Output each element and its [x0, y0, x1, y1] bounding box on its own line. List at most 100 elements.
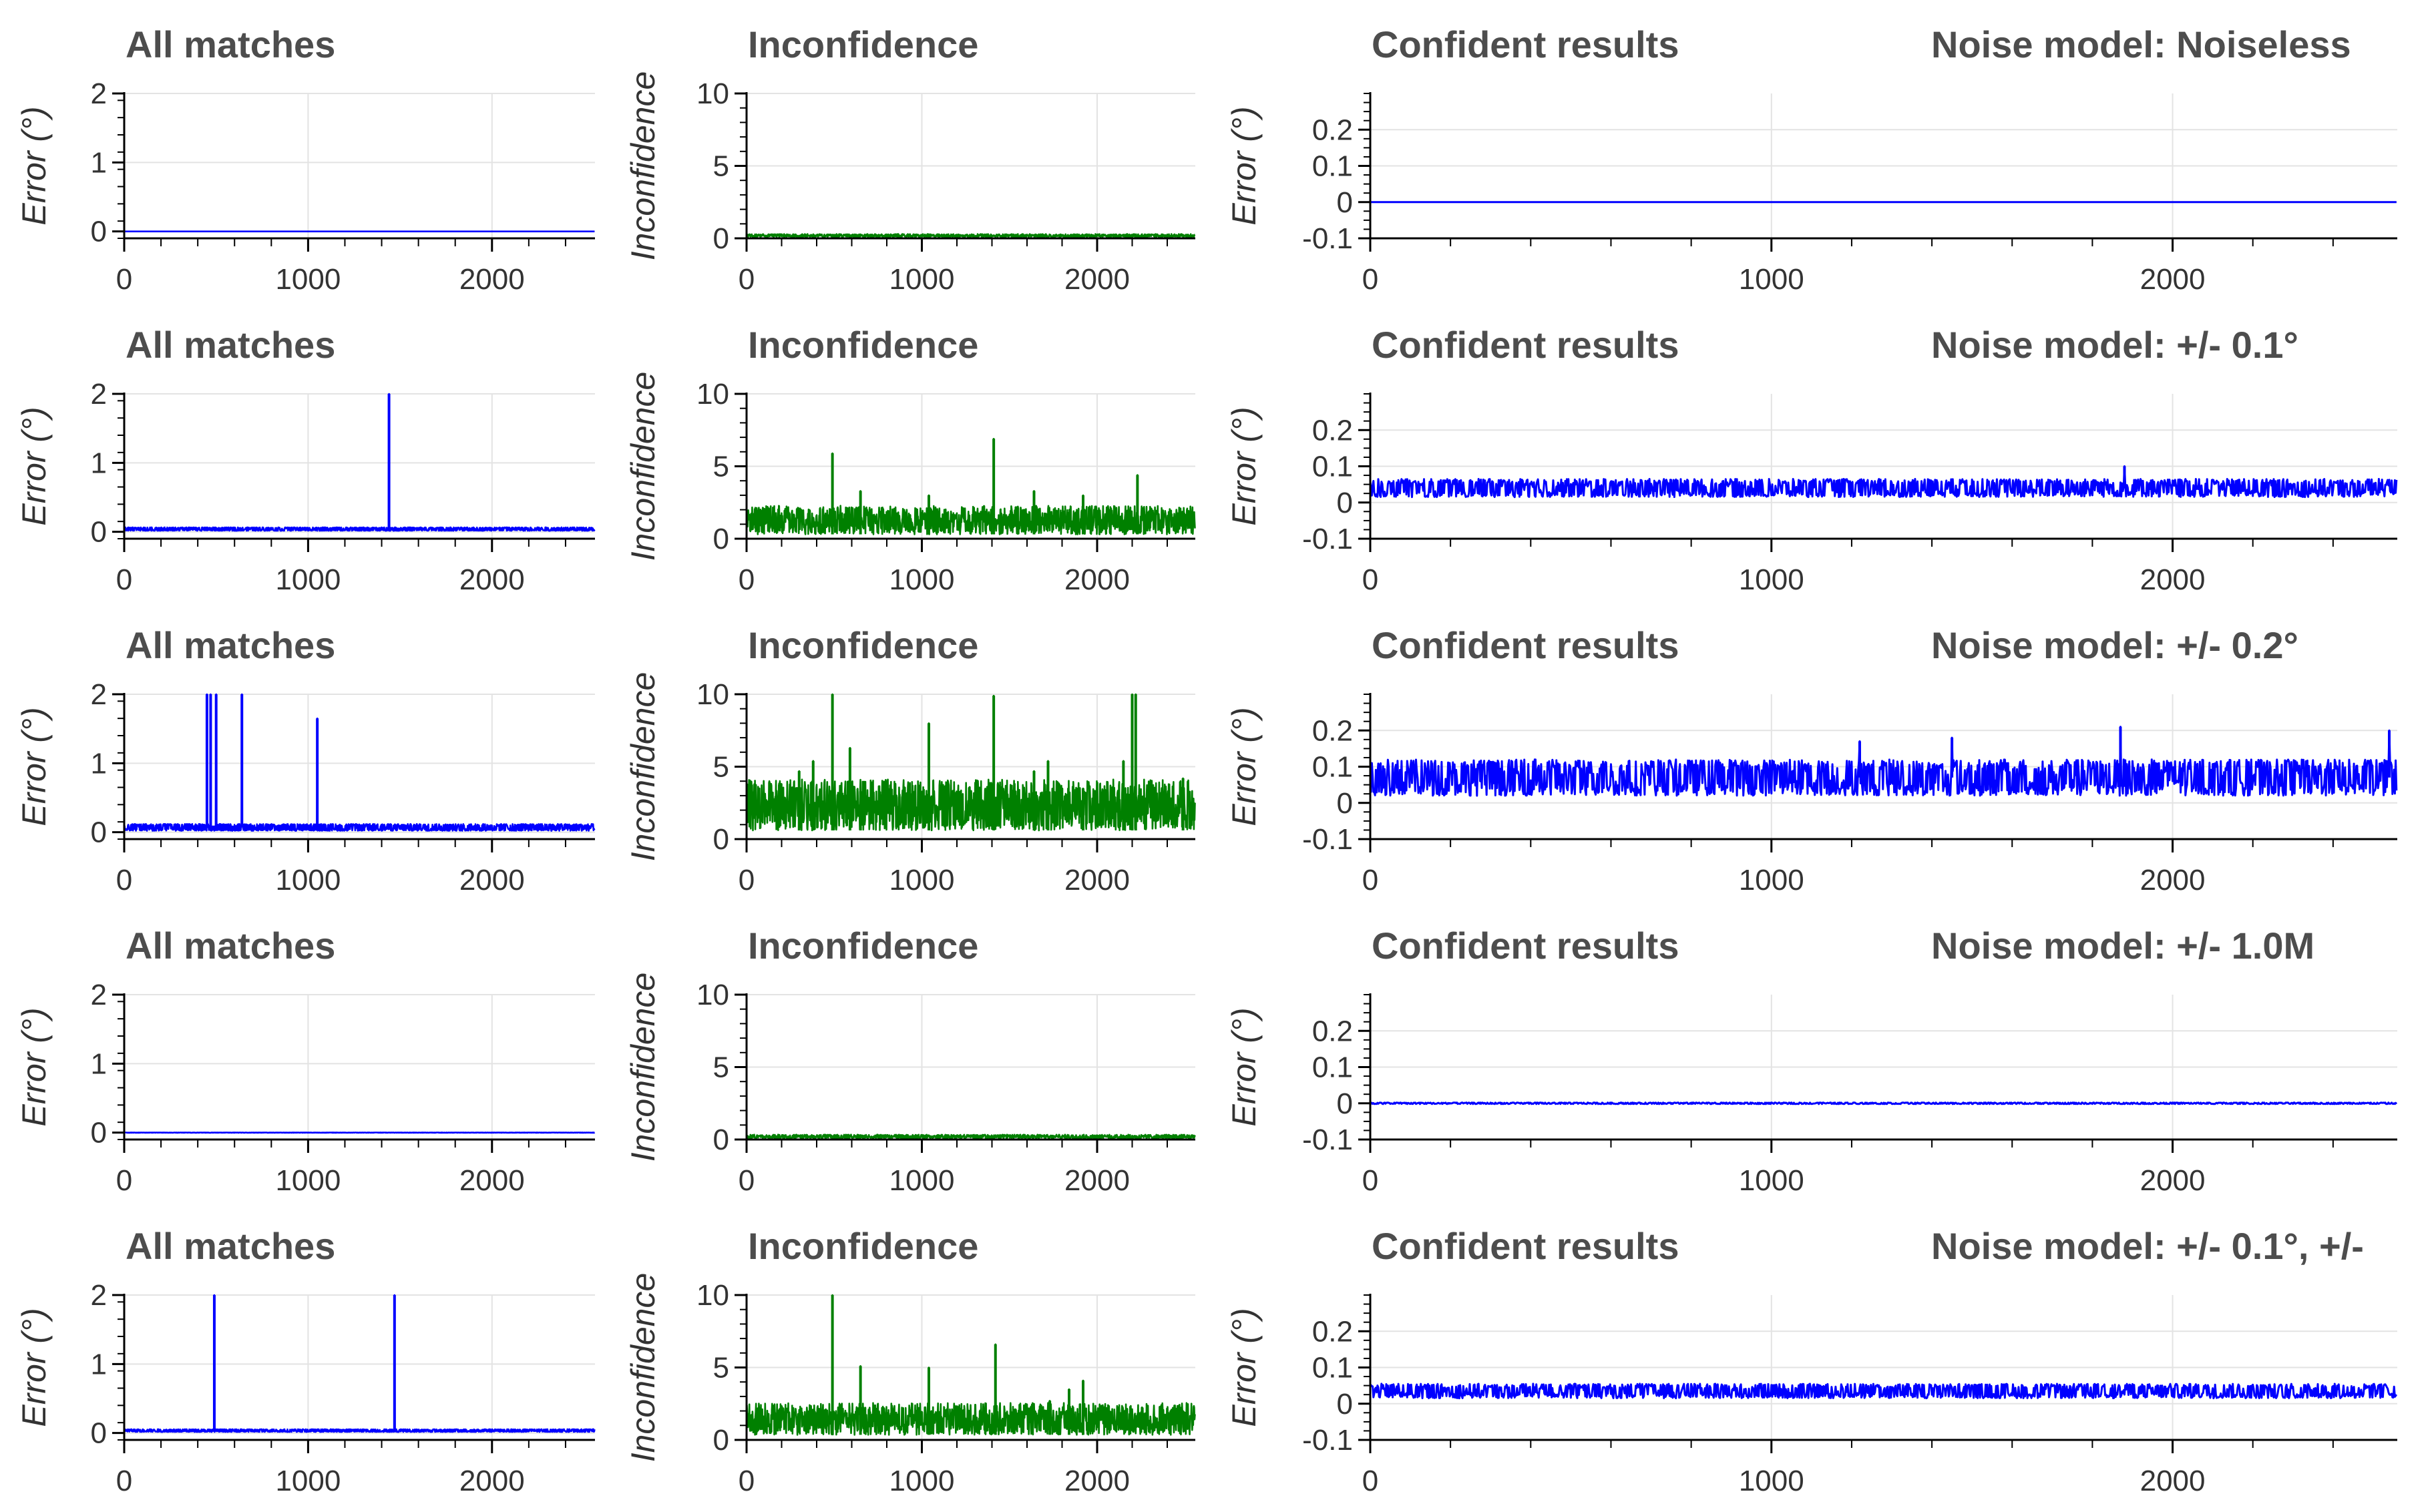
noise-model-label-row4: Noise model: +/- 1.0M [1931, 925, 2314, 967]
y-tick-label-conf-r1-0: -0.1 [1302, 222, 1353, 255]
x-tick-label-conf-r5-1: 1000 [1739, 1465, 1804, 1497]
x-tick-label-inc-r4-0: 0 [739, 1164, 755, 1197]
y-axis-label-all-row5: Error (°) [15, 1308, 53, 1427]
y-tick-label-conf-r2-1: 0 [1337, 487, 1353, 519]
panel-title-all-row1: All matches [126, 23, 335, 65]
x-tick-label-all-r2-0: 0 [116, 563, 132, 596]
panel-title-all-row3: All matches [126, 624, 335, 666]
y-axis-label-all-row4: Error (°) [15, 1007, 53, 1126]
series-all-row3 [123, 693, 596, 832]
x-tick-label-all-r3-2: 2000 [459, 864, 525, 897]
x-tick-label-conf-r3-1: 1000 [1739, 864, 1804, 897]
y-tick-label-all-r4-2: 2 [91, 979, 107, 1011]
y-tick-label-inc-r3-1: 5 [713, 751, 729, 784]
panel-title-conf-row5: Confident results [1372, 1225, 1679, 1267]
y-tick-label-inc-r5-0: 0 [713, 1424, 729, 1457]
x-tick-label-conf-r4-1: 1000 [1739, 1164, 1804, 1197]
y-tick-label-conf-r4-1: 0 [1337, 1087, 1353, 1120]
y-tick-label-inc-r5-2: 10 [696, 1279, 729, 1312]
y-tick-label-conf-r4-2: 0.1 [1312, 1051, 1353, 1084]
y-tick-label-conf-r4-0: -0.1 [1302, 1123, 1353, 1156]
noise-model-label-row3: Noise model: +/- 0.2° [1931, 624, 2298, 666]
y-axis-label-conf-row1: Error (°) [1225, 106, 1263, 225]
x-tick-label-inc-r1-1: 1000 [889, 263, 955, 296]
x-tick-label-conf-r3-0: 0 [1362, 864, 1378, 897]
y-tick-label-all-r5-0: 0 [91, 1417, 107, 1450]
series-inc-row1 [745, 233, 1196, 238]
x-tick-label-conf-r5-0: 0 [1362, 1465, 1378, 1497]
series-inc-row5 [745, 1294, 1196, 1436]
x-tick-label-all-r1-0: 0 [116, 263, 132, 296]
x-tick-label-inc-r5-0: 0 [739, 1465, 755, 1497]
y-tick-label-all-r1-0: 0 [91, 216, 107, 248]
x-tick-label-conf-r1-0: 0 [1362, 263, 1378, 296]
series-conf-row2 [1369, 465, 2398, 499]
panel-title-conf-row2: Confident results [1372, 324, 1679, 366]
panel-title-inc-row2: Inconfidence [748, 324, 978, 366]
x-tick-label-all-r3-1: 1000 [275, 864, 341, 897]
x-tick-label-conf-r5-2: 2000 [2140, 1465, 2206, 1497]
y-axis-label-conf-row5: Error (°) [1225, 1308, 1263, 1427]
x-tick-label-inc-r2-2: 2000 [1064, 563, 1130, 596]
panel-title-inc-row1: Inconfidence [748, 23, 978, 65]
y-tick-label-conf-r5-2: 0.1 [1312, 1352, 1353, 1384]
panel-title-all-row5: All matches [126, 1225, 335, 1267]
y-axis-label-all-row1: Error (°) [15, 106, 53, 225]
series-all-row2 [123, 393, 596, 532]
y-axis-label-conf-row4: Error (°) [1225, 1007, 1263, 1126]
y-tick-label-conf-r3-0: -0.1 [1302, 823, 1353, 856]
y-axis-label-inc-row3: Inconfidence [624, 672, 662, 862]
y-axis-label-all-row3: Error (°) [15, 707, 53, 826]
x-tick-label-all-r4-2: 2000 [459, 1164, 525, 1197]
y-tick-label-inc-r2-2: 10 [696, 378, 729, 411]
y-tick-label-all-r4-1: 1 [91, 1047, 107, 1080]
y-tick-label-inc-r3-2: 10 [696, 678, 729, 711]
y-tick-label-conf-r3-2: 0.1 [1312, 751, 1353, 784]
x-tick-label-all-r4-0: 0 [116, 1164, 132, 1197]
y-tick-label-all-r5-1: 1 [91, 1348, 107, 1380]
y-tick-label-all-r1-1: 1 [91, 146, 107, 179]
y-axis-label-all-row2: Error (°) [15, 407, 53, 525]
x-tick-label-all-r5-2: 2000 [459, 1465, 525, 1497]
y-tick-label-conf-r3-3: 0.2 [1312, 714, 1353, 747]
y-tick-label-conf-r5-0: -0.1 [1302, 1424, 1353, 1457]
x-tick-label-conf-r4-2: 2000 [2140, 1164, 2206, 1197]
series-inc-row4 [746, 1133, 1196, 1140]
y-tick-label-inc-r1-2: 10 [696, 77, 729, 110]
x-tick-label-inc-r4-1: 1000 [889, 1164, 955, 1197]
x-tick-label-all-r2-1: 1000 [275, 563, 341, 596]
y-tick-label-inc-r4-0: 0 [713, 1123, 729, 1156]
y-axis-label-inc-row1: Inconfidence [624, 71, 662, 261]
y-tick-label-inc-r1-0: 0 [713, 222, 729, 255]
panel-title-conf-row4: Confident results [1372, 925, 1679, 967]
x-tick-label-inc-r3-0: 0 [739, 864, 755, 897]
panel-title-all-row2: All matches [126, 324, 335, 366]
y-tick-label-conf-r2-0: -0.1 [1302, 523, 1353, 555]
y-axis-label-inc-row2: Inconfidence [624, 372, 662, 561]
y-tick-label-inc-r3-0: 0 [713, 823, 729, 856]
y-tick-label-all-r2-0: 0 [91, 516, 107, 549]
series-inc-row2 [745, 438, 1196, 535]
panel-title-inc-row4: Inconfidence [748, 925, 978, 967]
y-tick-label-inc-r4-1: 5 [713, 1051, 729, 1084]
y-tick-label-inc-r1-1: 5 [713, 150, 729, 183]
y-tick-label-conf-r1-3: 0.2 [1312, 113, 1353, 146]
y-tick-label-all-r3-1: 1 [91, 747, 107, 780]
noise-model-label-row2: Noise model: +/- 0.1° [1931, 324, 2298, 366]
y-tick-label-conf-r2-3: 0.2 [1312, 414, 1353, 447]
y-tick-label-inc-r5-1: 5 [713, 1352, 729, 1384]
y-tick-label-inc-r2-1: 5 [713, 451, 729, 483]
noise-model-label-row5: Noise model: +/- 0.1°, +/- [1931, 1225, 2364, 1267]
series-conf-row4 [1370, 1101, 2397, 1105]
x-tick-label-all-r3-0: 0 [116, 864, 132, 897]
series-inc-row3 [745, 693, 1196, 832]
panel-title-inc-row5: Inconfidence [748, 1225, 978, 1267]
y-axis-label-inc-row5: Inconfidence [624, 1273, 662, 1463]
y-tick-label-conf-r3-1: 0 [1337, 787, 1353, 820]
x-tick-label-inc-r3-1: 1000 [889, 864, 955, 897]
y-tick-label-conf-r1-2: 0.1 [1312, 150, 1353, 183]
panel-title-all-row4: All matches [126, 925, 335, 967]
y-axis-label-conf-row3: Error (°) [1225, 707, 1263, 826]
x-tick-label-inc-r4-2: 2000 [1064, 1164, 1130, 1197]
